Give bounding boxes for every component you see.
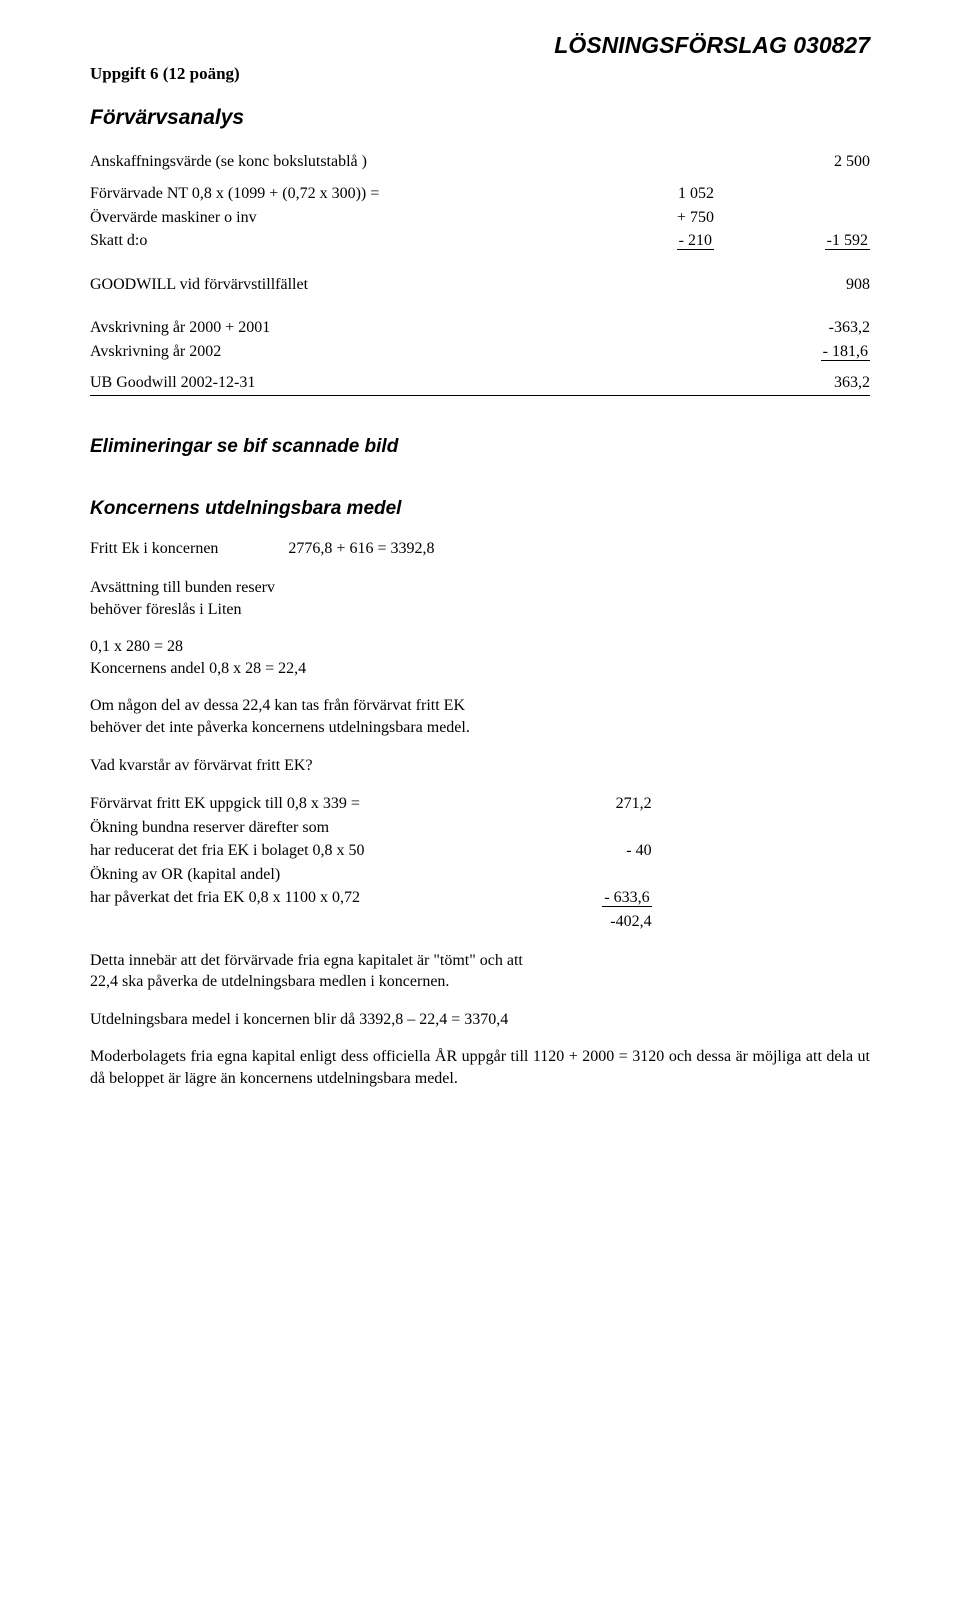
avskr2-value: - 181,6 — [821, 343, 870, 361]
table-row: GOODWILL vid förvärvstillfället 908 — [90, 273, 870, 297]
section-forvarvsanalys-title: Förvärvsanalys — [90, 104, 870, 132]
om-para-l1: Om någon del av dessa 22,4 kan tas från … — [90, 697, 465, 714]
anskaff-value: 2 500 — [714, 150, 870, 174]
t2r1-label: Förvärvat fritt EK uppgick till 0,8 x 33… — [90, 792, 528, 816]
table-row: har reducerat det fria EK i bolaget 0,8 … — [90, 839, 652, 863]
goodwill-value: 908 — [714, 273, 870, 297]
doc-header-title: LÖSNINGSFÖRSLAG 030827 — [90, 30, 870, 61]
avsattning-l2: behöver föreslås i Liten — [90, 601, 242, 618]
calc2: Koncernens andel 0,8 x 28 = 22,4 — [90, 658, 870, 680]
detta-innebar-l1: Detta innebär att det förvärvade fria eg… — [90, 952, 523, 969]
om-para: Om någon del av dessa 22,4 kan tas från … — [90, 695, 870, 738]
ub-label: UB Goodwill 2002-12-31 — [90, 371, 558, 395]
table-row: Ökning av OR (kapital andel) — [90, 863, 652, 887]
table-row: Övervärde maskiner o inv + 750 — [90, 206, 870, 230]
moderbolag-para: Moderbolagets fria egna kapital enligt d… — [90, 1046, 870, 1089]
forvarvsanalys-table: Anskaffningsvärde (se konc bokslutstablå… — [90, 150, 870, 396]
forv-nt-value: 1 052 — [558, 182, 714, 206]
t2r3-val: - 40 — [528, 839, 652, 863]
om-para-l2: behöver det inte påverka koncernens utde… — [90, 719, 470, 736]
table-row: Skatt d:o - 210 -1 592 — [90, 229, 870, 253]
detta-innebar-l2: 22,4 ska påverka de utdelningsbara medle… — [90, 973, 449, 990]
table-row: Förvärvade NT 0,8 x (1099 + (0,72 x 300)… — [90, 182, 870, 206]
skatt-val2: -1 592 — [825, 232, 870, 250]
t2r1-val: 271,2 — [528, 792, 652, 816]
t2r4-label: Ökning av OR (kapital andel) — [90, 863, 528, 887]
avskr2-label: Avskrivning år 2002 — [90, 340, 558, 364]
vad-kvarstar: Vad kvarstår av förvärvat fritt EK? — [90, 755, 870, 777]
fritt-ek-row: Fritt Ek i koncernen 2776,8 + 616 = 3392… — [90, 537, 434, 561]
t2r5-val: - 633,6 — [602, 889, 651, 907]
forv-nt-label: Förvärvade NT 0,8 x (1099 + (0,72 x 300)… — [90, 182, 558, 206]
skatt-val1: - 210 — [677, 232, 714, 250]
utdel-final: Utdelningsbara medel i koncernen blir då… — [90, 1009, 870, 1031]
table-row: UB Goodwill 2002-12-31 363,2 — [90, 371, 870, 395]
t2r2-label: Ökning bundna reserver därefter som — [90, 816, 528, 840]
t2r6-val: -402,4 — [528, 910, 652, 934]
goodwill-label: GOODWILL vid förvärvstillfället — [90, 273, 558, 297]
fritt-ek-label: Fritt Ek i koncernen — [90, 537, 288, 561]
forvarvat-ek-table: Förvärvat fritt EK uppgick till 0,8 x 33… — [90, 792, 652, 934]
avskr1-label: Avskrivning år 2000 + 2001 — [90, 316, 558, 340]
table-row: Förvärvat fritt EK uppgick till 0,8 x 33… — [90, 792, 652, 816]
table-row: har påverkat det fria EK 0,8 x 1100 x 0,… — [90, 886, 652, 910]
table-row: Anskaffningsvärde (se konc bokslutstablå… — [90, 150, 870, 174]
table-row: -402,4 — [90, 910, 652, 934]
detta-innebar: Detta innebär att det förvärvade fria eg… — [90, 950, 870, 993]
table-row: Ökning bundna reserver därefter som — [90, 816, 652, 840]
elimineringar-title: Elimineringar se bif scannade bild — [90, 434, 870, 460]
ub-value: 363,2 — [714, 371, 870, 395]
table-row: Avskrivning år 2002 - 181,6 — [90, 340, 870, 364]
anskaff-label: Anskaffningsvärde (se konc bokslutstablå… — [90, 150, 558, 174]
t2r5-label: har påverkat det fria EK 0,8 x 1100 x 0,… — [90, 886, 528, 910]
avskr1-value: -363,2 — [714, 316, 870, 340]
t2r3-label: har reducerat det fria EK i bolaget 0,8 … — [90, 839, 528, 863]
fritt-ek-value: 2776,8 + 616 = 3392,8 — [288, 537, 434, 561]
avsattning-l1: Avsättning till bunden reserv — [90, 579, 275, 596]
page-container: LÖSNINGSFÖRSLAG 030827 Uppgift 6 (12 poä… — [0, 0, 960, 1146]
overv-label: Övervärde maskiner o inv — [90, 206, 558, 230]
table-row: Avskrivning år 2000 + 2001 -363,2 — [90, 316, 870, 340]
overv-value: + 750 — [558, 206, 714, 230]
calc1: 0,1 x 280 = 28 — [90, 636, 870, 658]
skatt-label: Skatt d:o — [90, 229, 558, 253]
avsattning-para: Avsättning till bunden reserv behöver fö… — [90, 577, 870, 620]
utdelningsbara-title: Koncernens utdelningsbara medel — [90, 496, 870, 522]
uppgift-line: Uppgift 6 (12 poäng) — [90, 63, 870, 86]
